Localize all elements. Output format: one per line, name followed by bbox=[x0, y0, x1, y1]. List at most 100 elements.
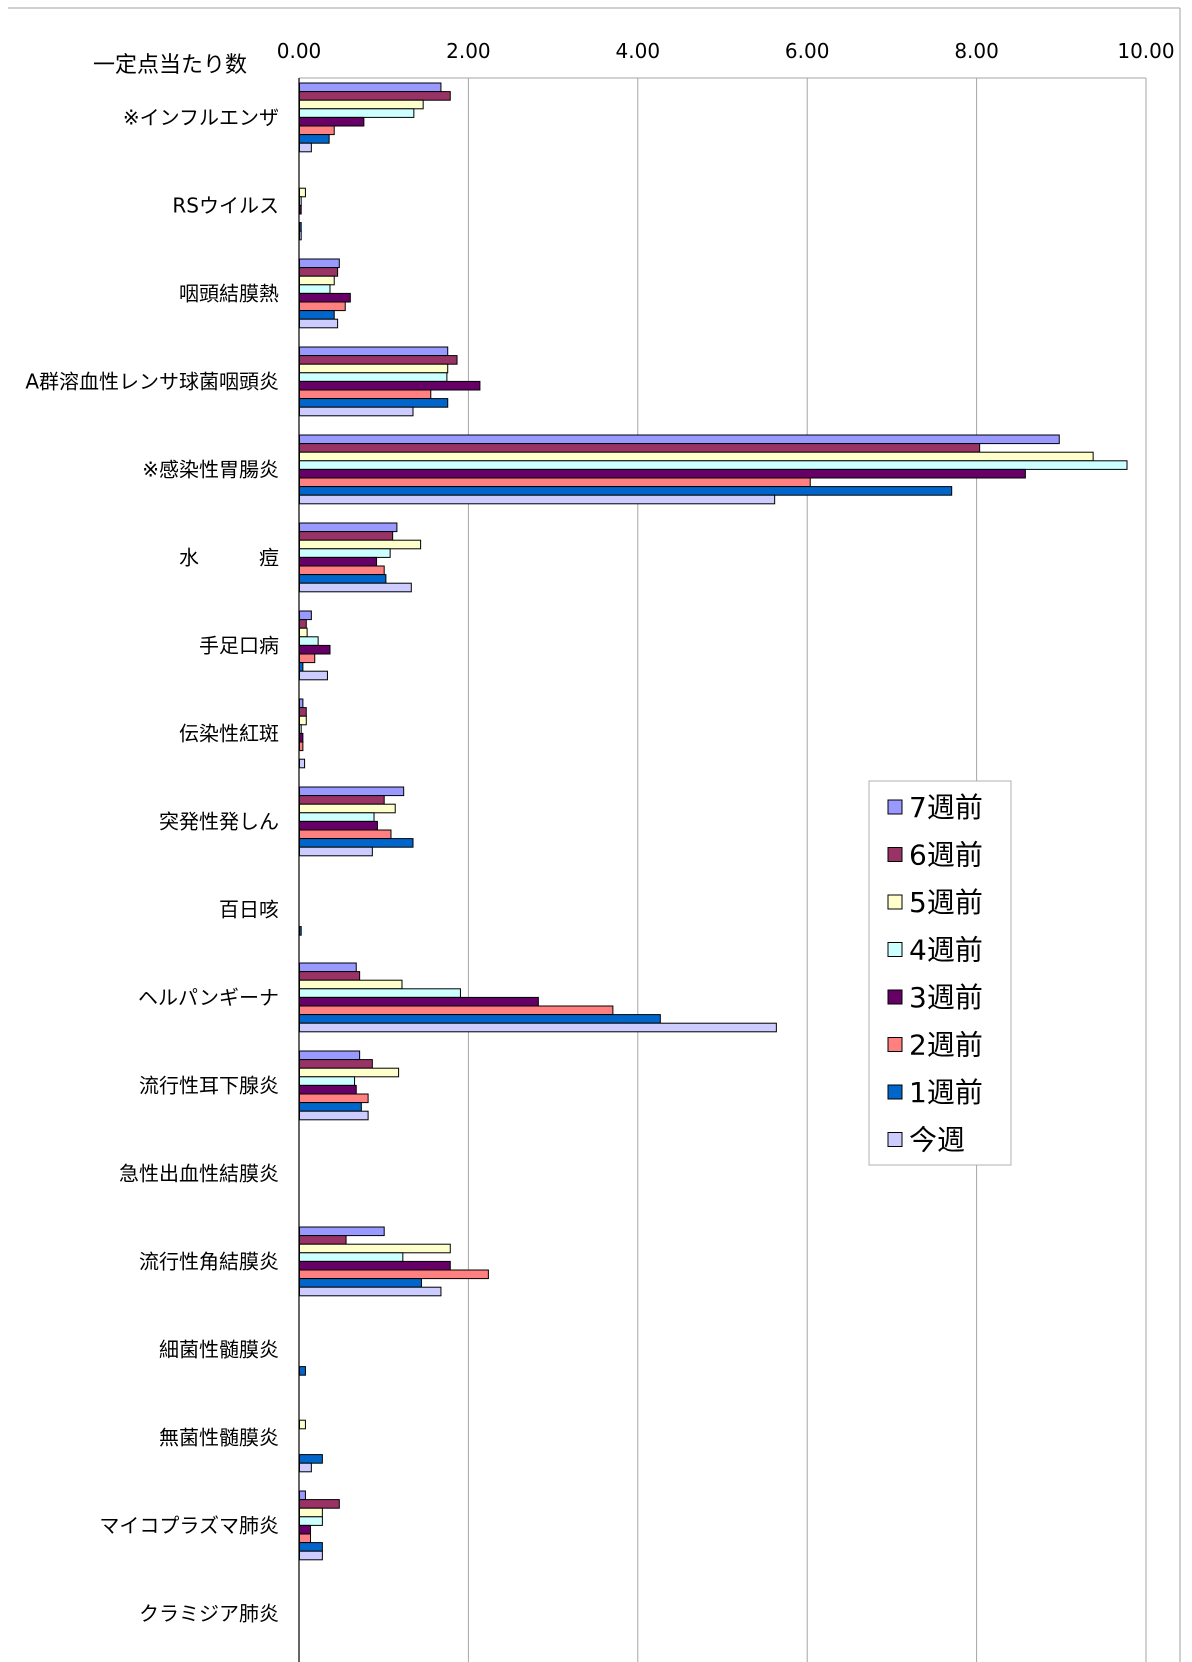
legend-swatch bbox=[887, 799, 903, 815]
bar bbox=[299, 565, 385, 576]
legend-swatch bbox=[887, 942, 903, 957]
bar bbox=[299, 363, 449, 374]
bar bbox=[299, 434, 1060, 445]
category-label: 伝染性紅斑 bbox=[179, 721, 279, 745]
bar bbox=[299, 829, 392, 840]
category-label: 細菌性髄膜炎 bbox=[159, 1337, 279, 1361]
bar bbox=[299, 996, 539, 1007]
bar bbox=[299, 846, 373, 857]
category-label: クラミジア肺炎 bbox=[139, 1601, 279, 1625]
bar bbox=[299, 820, 378, 831]
x-tick-label: 8.00 bbox=[954, 39, 999, 63]
bar bbox=[299, 125, 335, 136]
bar bbox=[299, 574, 387, 584]
bar bbox=[299, 531, 394, 541]
category-label: 突発性発しん bbox=[159, 809, 279, 833]
bar bbox=[299, 795, 385, 805]
bar bbox=[299, 1533, 312, 1544]
bar bbox=[299, 1366, 306, 1376]
bar bbox=[299, 979, 403, 990]
legend-swatch bbox=[887, 847, 903, 862]
bar bbox=[299, 1550, 323, 1561]
bar bbox=[299, 698, 304, 709]
bar bbox=[299, 108, 415, 118]
bar bbox=[299, 1243, 451, 1254]
legend-swatch bbox=[887, 1084, 903, 1100]
x-tick-label: 0.00 bbox=[277, 39, 322, 63]
bar bbox=[299, 204, 302, 215]
bar bbox=[299, 1102, 362, 1112]
bar bbox=[299, 134, 330, 144]
category-label: 水 痘 bbox=[179, 545, 279, 569]
category-label: 無菌性髄膜炎 bbox=[159, 1425, 279, 1449]
bar bbox=[299, 715, 307, 726]
bar bbox=[299, 627, 308, 638]
bar bbox=[299, 1110, 369, 1121]
bars bbox=[299, 82, 1128, 1561]
bar bbox=[299, 494, 776, 505]
bar bbox=[299, 292, 351, 303]
bar bbox=[299, 460, 1128, 470]
labels: 0.00 2.00 4.00 6.00 8.00 10.00 一定点当たり数 ※インフルエンザ… bbox=[25, 39, 1174, 1625]
bar bbox=[299, 99, 424, 110]
bar bbox=[299, 636, 319, 646]
bar bbox=[299, 310, 335, 320]
bar bbox=[299, 1059, 373, 1069]
bar bbox=[299, 267, 339, 277]
bar bbox=[299, 1235, 347, 1245]
bar bbox=[299, 318, 339, 329]
category-label: ※感染性胃腸炎 bbox=[142, 457, 279, 481]
bar bbox=[299, 707, 307, 717]
x-tick-label: 10.00 bbox=[1117, 39, 1174, 63]
bar bbox=[299, 258, 340, 269]
bar bbox=[299, 1286, 442, 1297]
bar bbox=[299, 1067, 400, 1078]
bar bbox=[299, 582, 412, 593]
bar bbox=[299, 732, 304, 743]
category-label: ※インフルエンザ bbox=[123, 105, 279, 129]
bar bbox=[299, 443, 981, 453]
bar bbox=[299, 346, 449, 357]
bar bbox=[299, 1454, 323, 1464]
category-label: 手足口病 bbox=[199, 633, 279, 657]
legend-label: 7週前 bbox=[909, 791, 983, 824]
category-label: 流行性耳下腺炎 bbox=[139, 1073, 279, 1097]
bar bbox=[299, 222, 302, 232]
bar bbox=[299, 1226, 385, 1237]
bar bbox=[299, 1516, 323, 1526]
bar bbox=[299, 838, 414, 848]
bar bbox=[299, 355, 458, 365]
legend-label: 1週前 bbox=[909, 1076, 983, 1109]
category-label: RSウイルス bbox=[172, 193, 279, 217]
bar bbox=[299, 196, 302, 206]
bar bbox=[299, 971, 361, 981]
legend-swatch bbox=[887, 1037, 903, 1052]
bar bbox=[299, 988, 461, 998]
bar bbox=[299, 1093, 369, 1104]
bar bbox=[299, 1419, 306, 1430]
bar bbox=[299, 786, 405, 797]
legend-label: 3週前 bbox=[909, 981, 983, 1014]
bar bbox=[299, 486, 953, 496]
x-tick-label: 6.00 bbox=[785, 39, 830, 63]
bar bbox=[299, 619, 307, 629]
legend-label: 6週前 bbox=[909, 839, 983, 872]
legend-swatch bbox=[887, 894, 903, 910]
bar bbox=[299, 1260, 451, 1271]
bar bbox=[299, 644, 331, 655]
bar bbox=[299, 389, 432, 400]
category-label: 流行性角結膜炎 bbox=[139, 1249, 279, 1273]
bar bbox=[299, 477, 811, 488]
bar bbox=[299, 662, 304, 672]
category-label: A群溶血性レンサ球菌咽頭炎 bbox=[25, 369, 279, 393]
legend-swatch bbox=[887, 1132, 903, 1147]
bar bbox=[299, 406, 414, 417]
bar bbox=[299, 741, 304, 752]
bar bbox=[299, 1084, 357, 1095]
bar bbox=[299, 380, 481, 391]
bar bbox=[299, 1050, 361, 1061]
bar bbox=[299, 275, 335, 286]
legend-label: 今週 bbox=[909, 1124, 965, 1157]
category-label: 急性出血性結膜炎 bbox=[119, 1161, 279, 1185]
